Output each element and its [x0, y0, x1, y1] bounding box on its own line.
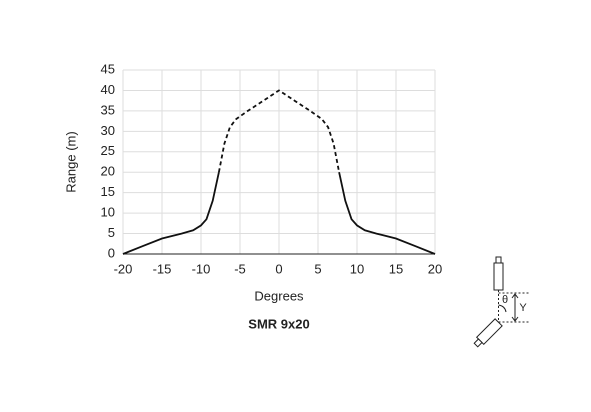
chart-title: SMR 9x20 — [248, 316, 309, 331]
x-tick-label: 10 — [350, 261, 364, 276]
y-tick-label: 10 — [101, 205, 115, 220]
y-tick-label: 5 — [108, 225, 115, 240]
x-tick-label: 5 — [314, 261, 321, 276]
y-tick-label: 40 — [101, 82, 115, 97]
y-tick-label: 30 — [101, 123, 115, 138]
x-tick-label: -15 — [153, 261, 172, 276]
line-series — [218, 89, 340, 173]
angle-label: θ — [502, 294, 508, 306]
x-tick-label: -20 — [114, 261, 133, 276]
x-tick-label: -10 — [192, 261, 211, 276]
y-axis-label: Range (m) — [63, 131, 78, 192]
y-tick-label: 20 — [101, 164, 115, 179]
x-tick-label: 0 — [275, 261, 282, 276]
y-tick-label: 0 — [108, 245, 115, 260]
x-tick-label: 15 — [389, 261, 403, 276]
sensor-icon — [473, 256, 530, 348]
x-tick-label: 20 — [428, 261, 442, 276]
y-tick-label: 45 — [101, 61, 115, 76]
x-axis-label: Degrees — [254, 288, 304, 303]
offset-label: Y — [519, 302, 527, 314]
y-tick-label: 15 — [101, 184, 115, 199]
y-tick-label: 35 — [101, 102, 115, 117]
y-tick-label: 25 — [101, 143, 115, 158]
x-tick-label: -5 — [234, 261, 246, 276]
line-series — [122, 172, 436, 255]
